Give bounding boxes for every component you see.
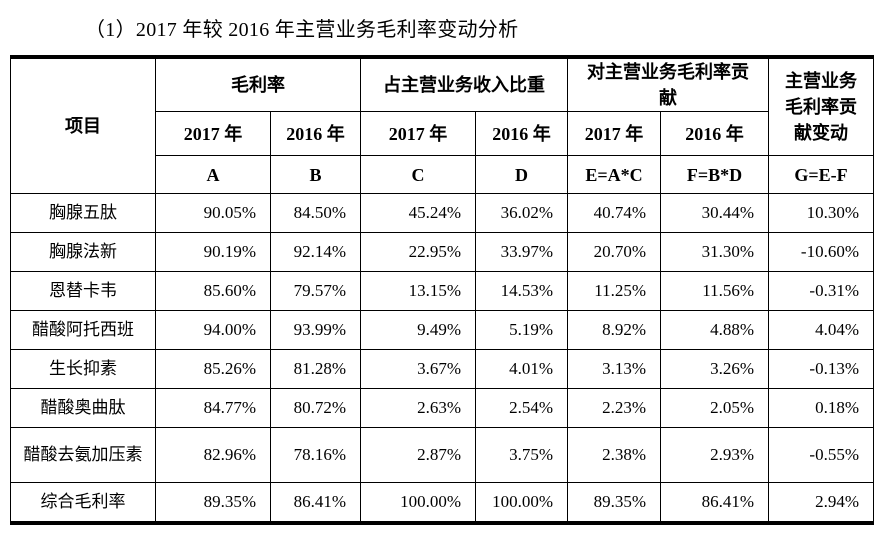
cell-value: 90.19% [155,232,271,273]
row-item-label: 胸腺五肽 [10,193,156,234]
year-header-e: 2017 年 [567,111,661,157]
cell-value: 93.99% [270,310,361,351]
header-row-groups: 项目 毛利率 占主营业务收入比重 对主营业务毛利率贡献 主营业务毛利率贡献变动 [10,56,874,195]
cell-value: 89.35% [567,482,661,524]
cell-value: 22.95% [360,232,476,273]
formula-header-c: C [360,155,476,195]
cell-value: -10.60% [768,232,874,273]
cell-value: 4.01% [475,349,568,390]
cell-value: 9.49% [360,310,476,351]
cell-value: 4.88% [660,310,769,351]
row-item-label: 醋酸奥曲肽 [10,388,156,429]
table-row-entecavir: 恩替卡韦 85.60% 79.57% 13.15% 14.53% 11.25% … [10,271,874,312]
corner-header-item: 项目 [10,56,156,195]
group-header-revenue-share: 占主营业务收入比重 [360,56,568,113]
cell-value: 14.53% [475,271,568,312]
cell-value: 2.38% [567,427,661,484]
cell-value: 2.87% [360,427,476,484]
cell-value: 79.57% [270,271,361,312]
year-header-a: 2017 年 [155,111,271,157]
formula-header-b: B [270,155,361,195]
cell-value: 2.93% [660,427,769,484]
year-header-f: 2016 年 [660,111,769,157]
row-item-label: 生长抑素 [10,349,156,390]
header-row-years: 2017 年 2016 年 2017 年 2016 年 2017 年 2016 … [11,111,874,157]
cell-value: 8.92% [567,310,661,351]
cell-value: 85.60% [155,271,271,312]
cell-value: 30.44% [660,193,769,234]
table-row-desmopressin: 醋酸去氨加压素 82.96% 78.16% 2.87% 3.75% 2.38% … [10,427,874,484]
row-item-label: 恩替卡韦 [10,271,156,312]
year-header-b: 2016 年 [270,111,361,157]
group-header-gross-margin: 毛利率 [155,56,361,113]
cell-value: 36.02% [475,193,568,234]
cell-value: 2.05% [660,388,769,429]
cell-value: 3.26% [660,349,769,390]
cell-value: 4.04% [768,310,874,351]
cell-value: 100.00% [360,482,476,524]
formula-header-f: F=B*D [660,155,769,195]
row-item-label: 醋酸去氨加压素 [10,427,156,484]
cell-value: 20.70% [567,232,661,273]
cell-value: 33.97% [475,232,568,273]
cell-value: 82.96% [155,427,271,484]
row-item-label: 醋酸阿托西班 [10,310,156,351]
table-row-atosiban: 醋酸阿托西班 94.00% 93.99% 9.49% 5.19% 8.92% 4… [10,310,874,351]
cell-value: 3.13% [567,349,661,390]
row-item-label: 胸腺法新 [10,232,156,273]
cell-value: 40.74% [567,193,661,234]
header-contribution-change: 主营业务毛利率贡献变动 [768,56,874,157]
formula-header-g: G=E-F [768,155,874,195]
cell-value: 2.63% [360,388,476,429]
page-title: （1）2017 年较 2016 年主营业务毛利率变动分析 [85,19,519,41]
table-row-octreotide: 醋酸奥曲肽 84.77% 80.72% 2.63% 2.54% 2.23% 2.… [10,388,874,429]
header-row-formulas: A B C D E=A*C F=B*D G=E-F [11,155,874,195]
cell-value: 3.67% [360,349,476,390]
cell-value: 10.30% [768,193,874,234]
gross-margin-analysis-table: 项目 毛利率 占主营业务收入比重 对主营业务毛利率贡献 主营业务毛利率贡献变动 … [10,55,874,525]
cell-value: 3.75% [475,427,568,484]
cell-value: 0.18% [768,388,874,429]
formula-header-a: A [155,155,271,195]
cell-value: 84.50% [270,193,361,234]
cell-value: 89.35% [155,482,271,524]
cell-value: 13.15% [360,271,476,312]
cell-value: 78.16% [270,427,361,484]
group-header-margin-contribution: 对主营业务毛利率贡献 [567,56,769,113]
cell-value: 2.94% [768,482,874,524]
cell-value: 80.72% [270,388,361,429]
year-header-d: 2016 年 [475,111,568,157]
cell-value: -0.13% [768,349,874,390]
cell-value: 5.19% [475,310,568,351]
table-row-thymalfasin: 胸腺法新 90.19% 92.14% 22.95% 33.97% 20.70% … [10,232,874,273]
cell-value: 90.05% [155,193,271,234]
cell-value: 86.41% [270,482,361,524]
cell-value: 94.00% [155,310,271,351]
cell-value: 2.54% [475,388,568,429]
cell-value: 31.30% [660,232,769,273]
formula-header-d: D [475,155,568,195]
table-row-overall-gross-margin: 综合毛利率 89.35% 86.41% 100.00% 100.00% 89.3… [10,482,874,524]
cell-value: 11.25% [567,271,661,312]
cell-value: 81.28% [270,349,361,390]
formula-header-e: E=A*C [567,155,661,195]
cell-value: 84.77% [155,388,271,429]
table-row-thymopentin: 胸腺五肽 90.05% 84.50% 45.24% 36.02% 40.74% … [10,193,874,234]
year-header-c: 2017 年 [360,111,476,157]
row-item-label: 综合毛利率 [10,482,156,524]
cell-value: 85.26% [155,349,271,390]
cell-value: 45.24% [360,193,476,234]
table-row-somatostatin: 生长抑素 85.26% 81.28% 3.67% 4.01% 3.13% 3.2… [10,349,874,390]
cell-value: 92.14% [270,232,361,273]
cell-value: 11.56% [660,271,769,312]
cell-value: 2.23% [567,388,661,429]
cell-value: -0.55% [768,427,874,484]
cell-value: 100.00% [475,482,568,524]
cell-value: -0.31% [768,271,874,312]
cell-value: 86.41% [660,482,769,524]
